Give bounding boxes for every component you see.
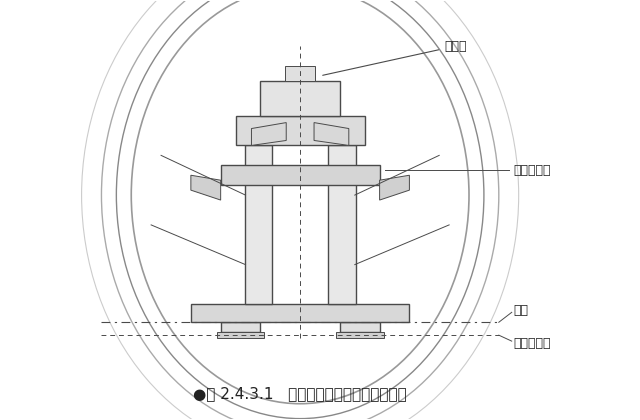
Text: ●图 2.4.3.1   区间隧道模板台车支撑立面图: ●图 2.4.3.1 区间隧道模板台车支撑立面图 [193,386,407,401]
Polygon shape [252,123,286,145]
Bar [217,332,264,338]
Text: 二衬混凝土: 二衬混凝土 [514,164,551,177]
Bar [260,81,340,116]
Bar [244,145,272,304]
Text: 轨顶: 轨顶 [514,304,529,317]
Text: 矮边墙顶面: 矮边墙顶面 [514,336,551,349]
Bar [221,165,380,185]
Polygon shape [314,123,349,145]
Bar [340,322,380,332]
Bar [236,116,365,145]
Bar [328,145,356,304]
Bar [285,66,315,81]
Polygon shape [191,175,221,200]
Bar [191,304,410,322]
Bar [221,322,260,332]
Bar [336,332,383,338]
Text: 加高盒: 加高盒 [323,39,467,75]
Polygon shape [380,175,410,200]
